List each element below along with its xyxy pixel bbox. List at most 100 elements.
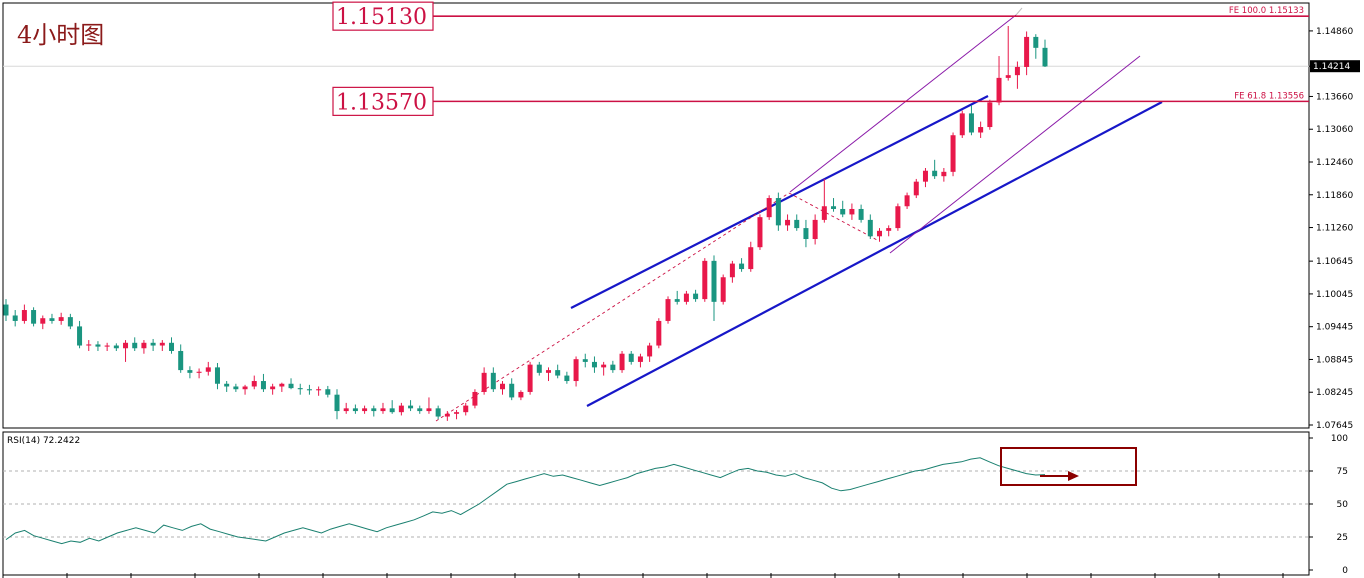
candle [693, 289, 699, 302]
candle-body [509, 383, 515, 398]
candle [518, 390, 524, 401]
rsi-gridlines [3, 470, 1309, 538]
price-tick-label: 1.12460 [1316, 158, 1353, 168]
candle-body [224, 383, 230, 387]
time-axis-ticks [2, 573, 1284, 578]
candle [509, 378, 515, 401]
candle-body [1033, 36, 1039, 48]
candle-body [996, 77, 1002, 103]
candle-body [150, 342, 156, 346]
fe-anchor-line [1015, 7, 1023, 16]
candle-body [775, 198, 781, 226]
candle [380, 402, 386, 414]
candle [628, 350, 634, 365]
candle [702, 258, 708, 302]
candle [132, 337, 138, 351]
candle [683, 290, 689, 305]
candle [564, 371, 570, 384]
candle-body [214, 367, 220, 384]
candle-body [968, 113, 974, 133]
candle [619, 350, 625, 373]
pitchfork-lower-line [889, 55, 1141, 254]
candle-body [922, 170, 928, 182]
candle [352, 404, 358, 414]
candle [821, 178, 827, 223]
candle-body [1042, 47, 1048, 67]
candle [435, 405, 441, 420]
rsi-axis: 100 75 50 25 0 [1309, 434, 1348, 576]
candle [711, 255, 717, 321]
candle-body [325, 389, 331, 395]
candle-body [601, 364, 607, 368]
price-axis: 1.14860 1.14214 1.13660 1.13060 1.12460 1.118… [1309, 27, 1353, 431]
candle-body [77, 326, 83, 346]
candle [67, 313, 73, 330]
candle [913, 178, 919, 199]
candle [757, 214, 763, 250]
candle [95, 341, 101, 351]
candle-body [978, 127, 984, 133]
candle [610, 360, 616, 373]
candle [288, 378, 294, 390]
candle [858, 204, 864, 223]
candle [527, 361, 533, 395]
candle-body [536, 364, 542, 373]
dashed-retrace-line [788, 192, 880, 242]
fe-level-label: FE 100.0 1.15133 [1229, 6, 1304, 16]
candle-body [656, 320, 662, 346]
candle-body [720, 277, 726, 302]
candle [959, 110, 965, 138]
candle-body [426, 408, 432, 412]
candle [968, 105, 974, 136]
candle-body [647, 345, 653, 357]
candle-body [297, 388, 303, 390]
price-tick-label: 1.10045 [1316, 290, 1353, 300]
candle [922, 168, 928, 188]
candle-body [104, 345, 110, 347]
candle [867, 214, 873, 240]
candle-body [113, 345, 119, 349]
candle-body [316, 389, 322, 391]
candle-body [729, 263, 735, 278]
candle-body [288, 383, 294, 389]
candle [343, 402, 349, 414]
candle [886, 225, 892, 237]
candle-body [352, 408, 358, 412]
candle-body [987, 102, 993, 128]
candle [196, 368, 202, 379]
candle-body [932, 170, 938, 177]
candle-body [343, 408, 349, 412]
candle-body [49, 318, 55, 321]
candle [40, 315, 46, 330]
candle-body [619, 353, 625, 371]
candle [1024, 31, 1030, 76]
candle-body [766, 198, 772, 218]
candle [398, 402, 404, 416]
candle [187, 366, 193, 379]
candle-body [435, 408, 441, 417]
candle [978, 121, 984, 138]
price-tick-label: 1.11260 [1316, 224, 1353, 234]
candle [169, 337, 175, 354]
channel-lower-line [586, 101, 1163, 407]
candle-body [748, 247, 754, 270]
candle-body [463, 405, 469, 413]
candle-body [31, 310, 37, 324]
candle [21, 304, 27, 324]
candle-body [895, 206, 901, 229]
level-badge [332, 1, 434, 31]
candle-body [610, 364, 616, 371]
candle [987, 99, 993, 130]
candle-body [876, 230, 882, 237]
candle-body [702, 260, 708, 300]
candle [325, 385, 331, 398]
candle [242, 384, 248, 395]
candle [306, 384, 312, 395]
main-price-panel [2, 2, 1310, 429]
candle-body [270, 386, 276, 390]
candle-body [582, 359, 588, 362]
candle-body [849, 208, 855, 215]
candle [739, 258, 745, 272]
candle-body [12, 315, 18, 321]
candle-body [490, 372, 496, 390]
